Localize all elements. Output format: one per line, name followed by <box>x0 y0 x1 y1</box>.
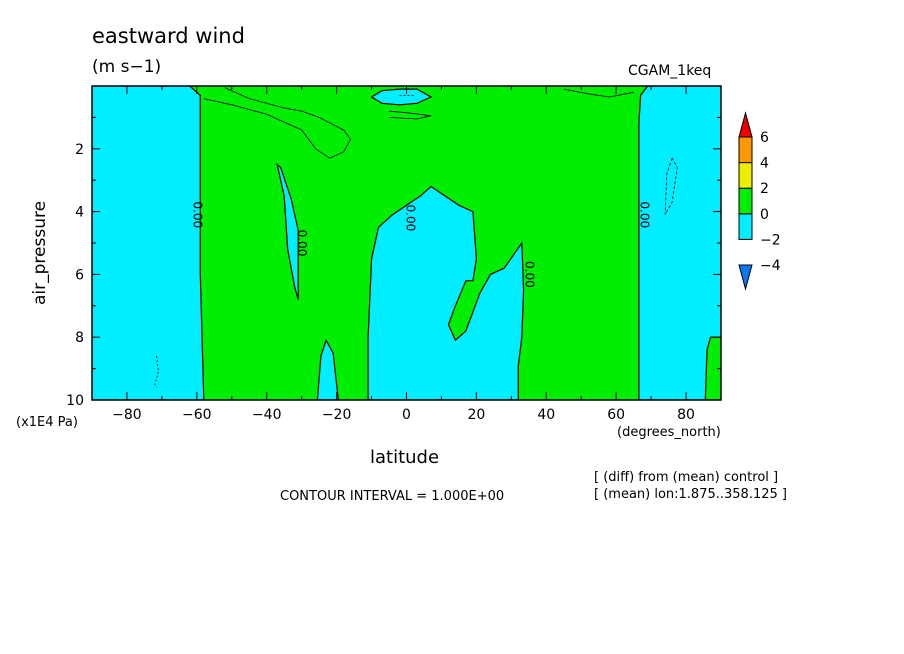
x-tick-label: 60 <box>607 407 625 423</box>
colorbar-label: 4 <box>760 156 769 172</box>
x-tick-label: 0 <box>402 407 411 423</box>
colorbar-segment <box>738 213 753 240</box>
contour-label: 0.00 <box>190 201 204 228</box>
contour-line-top-center <box>388 110 432 120</box>
units-label: (m s−1) <box>92 57 162 77</box>
y-tick-label: 10 <box>66 393 84 409</box>
colorbar-segment <box>738 162 753 189</box>
colorbar-label: 2 <box>760 181 769 197</box>
contour-interval-text: CONTOUR INTERVAL = 1.000E+00 <box>280 489 505 504</box>
x-tick-label: 40 <box>537 407 555 423</box>
colorbar-label: −4 <box>760 258 781 274</box>
neg-region-tropics <box>367 185 525 400</box>
y-tick-label: 2 <box>75 142 84 158</box>
colorbar-arrow-low <box>738 264 753 291</box>
neg-region-sh-polar <box>92 86 205 400</box>
colorbar-arrow-high <box>738 111 753 138</box>
contour-label: 0.00 <box>522 261 536 288</box>
x-tick-label: −80 <box>112 407 142 423</box>
neg-region-top-blob <box>370 88 433 106</box>
x-unit-label: (degrees_north) <box>617 425 721 440</box>
x-axis-label: latitude <box>370 447 440 468</box>
contour-line-top-right <box>563 88 634 98</box>
colorbar-label: 0 <box>760 207 769 223</box>
neg-region-nh-polar <box>638 86 721 400</box>
contour-label: 0.00 <box>295 230 309 257</box>
neg-region-sh-bottom <box>316 338 340 400</box>
colorbar-label: 6 <box>760 130 769 146</box>
colorbar-segment <box>738 187 753 215</box>
x-tick-label: 80 <box>677 407 695 423</box>
y-tick-label: 8 <box>75 330 84 346</box>
note-mean: [ (mean) lon:1.875..358.125 ] <box>594 487 787 502</box>
x-tick-label: −20 <box>322 407 352 423</box>
contour-line-upper-left <box>203 87 352 159</box>
y-unit-label: (x1E4 Pa) <box>16 415 78 430</box>
neg-region-sh-tongue <box>276 162 299 300</box>
note-diff: [ (diff) from (mean) control ] <box>594 470 779 485</box>
y-tick-label: 6 <box>75 267 84 283</box>
colorbar-segment <box>738 136 753 164</box>
chart-title: eastward wind <box>92 24 245 48</box>
run-label: CGAM_1keq <box>628 63 712 79</box>
contour-label: 0.00 <box>638 201 652 228</box>
colorbar-label: −2 <box>760 232 781 248</box>
x-tick-label: 20 <box>467 407 485 423</box>
contour-label: 0.00 <box>404 205 418 232</box>
x-tick-label: −40 <box>252 407 282 423</box>
y-tick-label: 4 <box>75 205 84 221</box>
y-axis-label: air_pressure <box>30 200 50 305</box>
x-tick-label: −60 <box>182 407 212 423</box>
